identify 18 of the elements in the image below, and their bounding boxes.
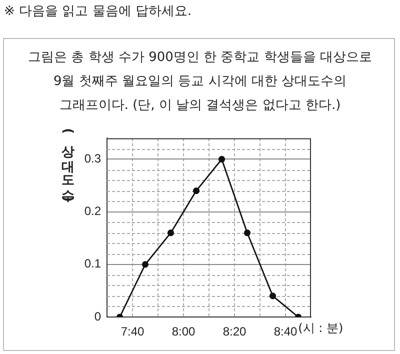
chart-title: ※ 다음을 읽고 물음에 답하세요.	[4, 3, 192, 20]
x-tick-label: 8:40	[274, 324, 298, 339]
x-tick-label: 8:00	[172, 324, 196, 339]
point	[142, 261, 149, 268]
point	[269, 292, 276, 300]
point	[244, 230, 251, 236]
x-tick-label: 8:20	[222, 324, 246, 339]
y-tick-label: 0.3	[84, 152, 102, 166]
x-tick-label: 7:40	[120, 324, 144, 339]
chart-subtitle: 그림은 총 학생 수가 900명인 한 중학교 학생들을 대상으로 9월 첫째주 월요일의 등교 시각에 대한 상대도수의 그래프이다. (단, 이 날의 결석생은 없다고 한다.)	[27, 49, 373, 115]
point	[167, 230, 174, 236]
y-tick-label: 0.2	[84, 204, 102, 218]
y-tick-label: 0.1	[84, 256, 102, 271]
point	[192, 187, 200, 194]
point	[218, 156, 226, 163]
x-axis-title: (시 : 분)	[298, 321, 344, 336]
y-axis-title: (상대도수)	[59, 128, 76, 204]
y-tick-label: 0	[94, 309, 102, 324]
